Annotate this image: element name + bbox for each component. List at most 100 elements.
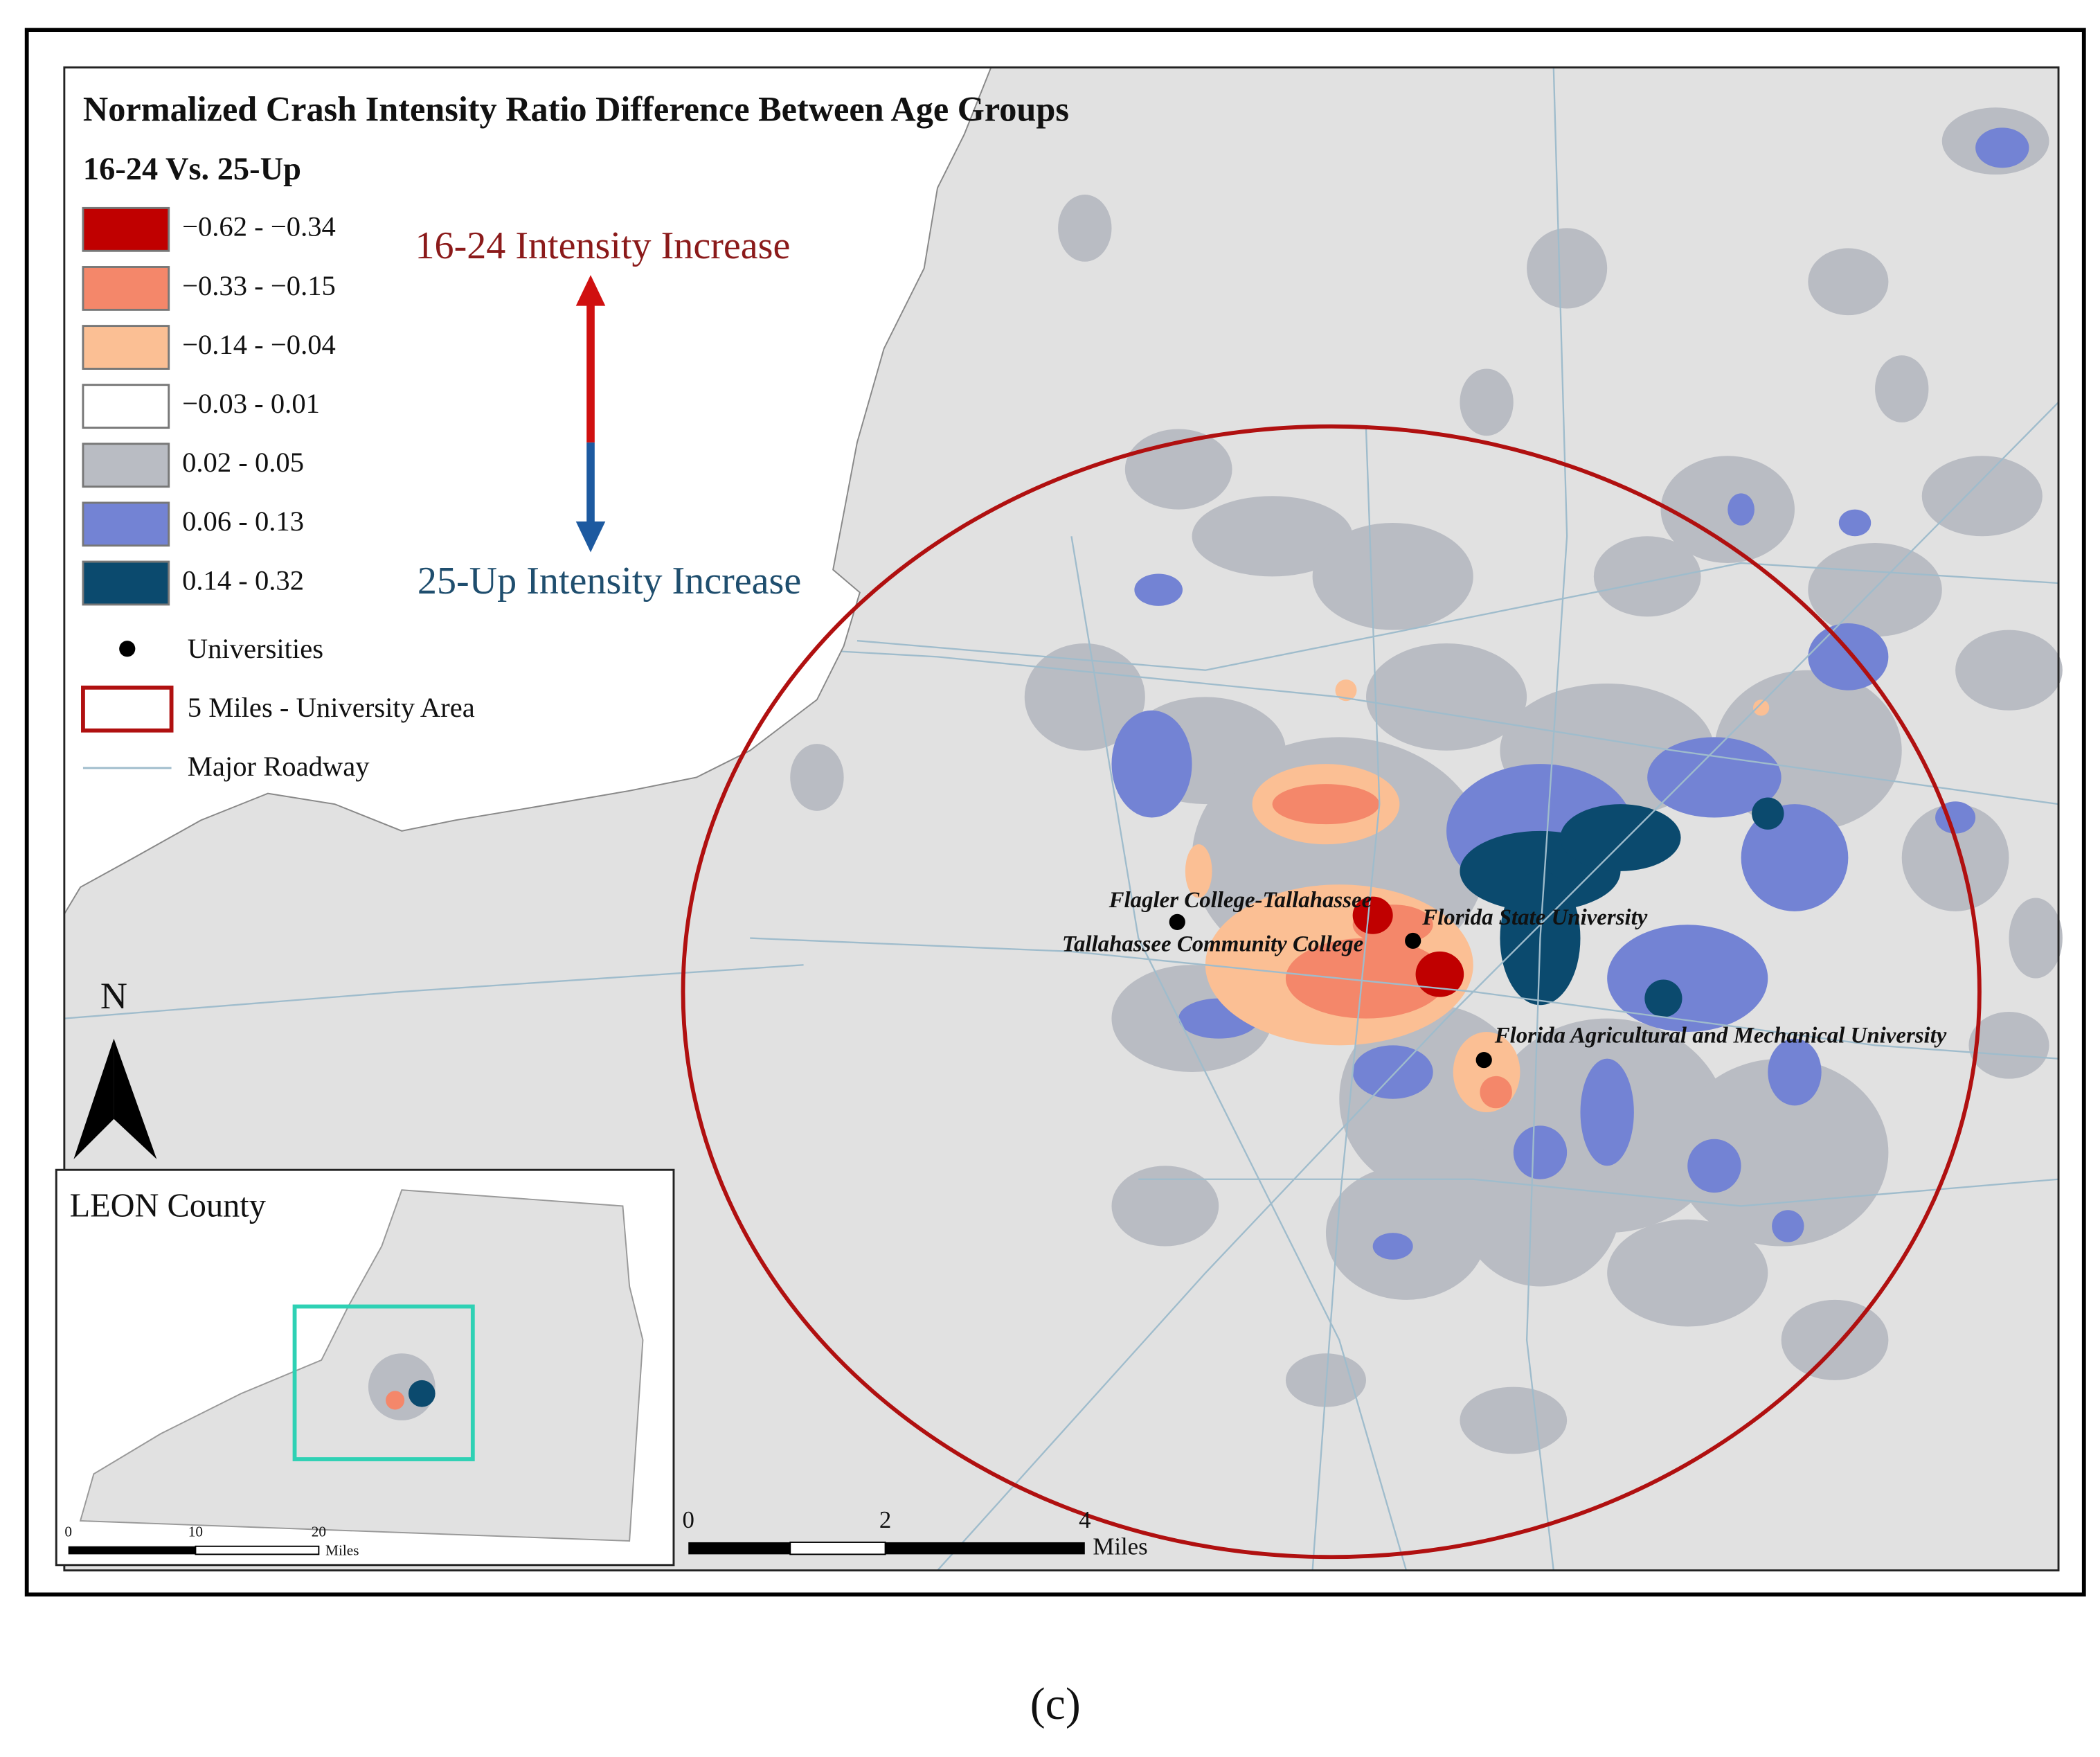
- road: [64, 964, 804, 1019]
- north-label: N: [100, 975, 127, 1017]
- scale-label: 2: [879, 1506, 891, 1533]
- legend-swatch: [82, 501, 170, 547]
- university-dot: [1405, 932, 1421, 949]
- intensity-patch: [1365, 643, 1527, 751]
- legend-label: 0.02 - 0.05: [182, 447, 304, 478]
- inset-extent: [292, 1304, 475, 1461]
- roadways: [64, 67, 2059, 1571]
- scale-bar: 0 2 4 Miles: [683, 1506, 1148, 1560]
- legend: Universities 5 Miles - University Area M…: [81, 206, 475, 782]
- university-points: Flagler College-Tallahassee Tallahassee …: [1062, 888, 1947, 1069]
- university-label: Tallahassee Community College: [1062, 932, 1363, 957]
- legend-label: 0.14 - 0.32: [182, 564, 304, 596]
- intensity-patch: [2009, 898, 2063, 979]
- intensity-patch: [1752, 797, 1784, 830]
- legend-swatch: [82, 325, 170, 370]
- intensity-patch: [1527, 228, 1608, 309]
- map-title: Normalized Crash Intensity Ratio Differe…: [83, 90, 1069, 129]
- intensity-patch: [1460, 1125, 1621, 1287]
- intensity-patch: [1111, 1166, 1219, 1247]
- legend-label: −0.14 - −0.04: [182, 329, 336, 360]
- intensity-patch: [1647, 737, 1782, 818]
- inset-surface: [386, 1391, 405, 1410]
- intensity-patch: [1415, 951, 1464, 997]
- intensity-patch: [790, 744, 844, 811]
- intensity-patch: [1312, 522, 1473, 630]
- intensity-patch: [1285, 938, 1447, 1019]
- intensity-patch: [1480, 1076, 1512, 1109]
- scale-label: 0: [683, 1506, 694, 1533]
- figure-frame: [24, 28, 2086, 1597]
- arrow-down-head: [575, 521, 606, 553]
- intensity-patch: [1560, 804, 1681, 871]
- intensity-patch: [1372, 1233, 1413, 1260]
- intensity-patch: [1644, 979, 1682, 1017]
- inset-map: LEON County 0 10 20 Miles: [55, 1168, 675, 1567]
- road: [937, 402, 2059, 1571]
- scale-segment: [885, 1542, 1085, 1555]
- intensity-patch: [1753, 699, 1770, 716]
- intensity-patch: [1352, 1045, 1433, 1099]
- inset-scale-label: Miles: [325, 1542, 359, 1558]
- intensity-patch: [1580, 1058, 1634, 1166]
- scale-unit: Miles: [1093, 1533, 1147, 1560]
- intensity-patch: [1687, 1139, 1741, 1193]
- inset-scale-bar: [68, 1546, 196, 1555]
- legend-study-area-symbol: [81, 685, 174, 733]
- intensity-patch: [1935, 801, 1976, 834]
- intensity-patch: [1335, 679, 1357, 702]
- intensity-patch: [1741, 804, 1849, 911]
- intensity-patch: [1460, 368, 1514, 436]
- legend-label: −0.33 - −0.15: [182, 270, 336, 301]
- legend-label: −0.03 - 0.01: [182, 388, 320, 419]
- legend-label: 5 Miles - University Area: [188, 692, 475, 723]
- intensity-patch: [1460, 1386, 1568, 1454]
- road: [1311, 429, 1381, 1571]
- road: [1138, 1178, 2059, 1207]
- intensity-patch: [1838, 509, 1872, 537]
- university-label: Florida Agricultural and Mechanical Univ…: [1494, 1023, 1947, 1048]
- map-border: [63, 66, 2060, 1572]
- intensity-patch: [1808, 542, 1942, 637]
- legend-swatch: [82, 206, 170, 252]
- university-dot: [1169, 913, 1185, 930]
- figure-caption: (c): [1030, 1679, 1081, 1729]
- legend-label: Universities: [188, 633, 323, 664]
- legend-swatch: [82, 266, 170, 311]
- inset-scale-label: 0: [64, 1523, 72, 1540]
- intensity-patch: [1808, 248, 1889, 316]
- intensity-patch: [1808, 623, 1889, 690]
- intensity-patch: [1192, 496, 1353, 577]
- legend-label: Major Roadway: [188, 751, 370, 782]
- arrow-up-head: [575, 275, 606, 306]
- intensity-patch: [1772, 1210, 1804, 1242]
- inset-surface: [408, 1380, 436, 1407]
- university-label: Flagler College-Tallahassee: [1109, 888, 1372, 913]
- scale-segment: [688, 1542, 791, 1555]
- arrow-down-label: 25-Up Intensity Increase: [418, 560, 801, 603]
- road: [696, 642, 2059, 805]
- legend-swatch: [82, 560, 170, 606]
- map-subtitle: 16-24 Vs. 25-Up: [83, 152, 301, 187]
- scale-segment: [789, 1541, 886, 1555]
- intensity-patch: [1901, 804, 2009, 911]
- intensity-patch: [1593, 536, 1701, 617]
- intensity-patch: [1607, 1219, 1768, 1327]
- intensity-patch: [1024, 643, 1145, 751]
- intensity-patch: [1185, 844, 1212, 898]
- intensity-patch: [1134, 573, 1183, 606]
- intensity-patch: [1325, 1166, 1487, 1300]
- road: [1070, 536, 1408, 1571]
- legend-university-symbol: [119, 641, 136, 657]
- intensity-patch: [1727, 493, 1755, 526]
- inset-scale-label: 20: [312, 1523, 326, 1540]
- study-area-boundary: [681, 424, 1982, 1560]
- intensity-patch: [1673, 1058, 1889, 1247]
- legend-swatch: [82, 443, 170, 488]
- intensity-patch: [1955, 630, 2063, 711]
- intensity-patch: [1921, 456, 2043, 537]
- intensity-patch: [1513, 1125, 1568, 1179]
- road: [1525, 67, 1568, 1571]
- outside-county: [63, 66, 992, 917]
